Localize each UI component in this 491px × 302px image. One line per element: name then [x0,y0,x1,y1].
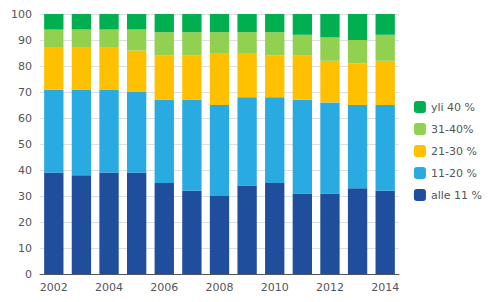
svg-text:31-40%: 31-40% [431,123,473,136]
svg-text:21-30 %: 21-30 % [431,145,477,158]
svg-text:60: 60 [18,112,32,125]
svg-text:2014: 2014 [371,281,399,294]
svg-text:70: 70 [18,86,32,99]
svg-text:2006: 2006 [150,281,178,294]
svg-text:90: 90 [18,34,32,47]
svg-text:40: 40 [18,164,32,177]
svg-text:50: 50 [18,138,32,151]
svg-text:10: 10 [18,242,32,255]
svg-text:30: 30 [18,190,32,203]
svg-text:80: 80 [18,60,32,73]
svg-text:20: 20 [18,216,32,229]
svg-text:2012: 2012 [316,281,344,294]
svg-text:11-20 %: 11-20 % [431,167,477,180]
svg-text:2008: 2008 [206,281,234,294]
svg-text:100: 100 [11,8,32,21]
svg-text:yli 40 %: yli 40 % [431,101,475,114]
svg-text:2002: 2002 [40,281,68,294]
svg-text:2004: 2004 [95,281,123,294]
svg-text:0: 0 [25,268,32,281]
svg-text:2010: 2010 [261,281,289,294]
svg-text:alle 11 %: alle 11 % [431,189,482,202]
